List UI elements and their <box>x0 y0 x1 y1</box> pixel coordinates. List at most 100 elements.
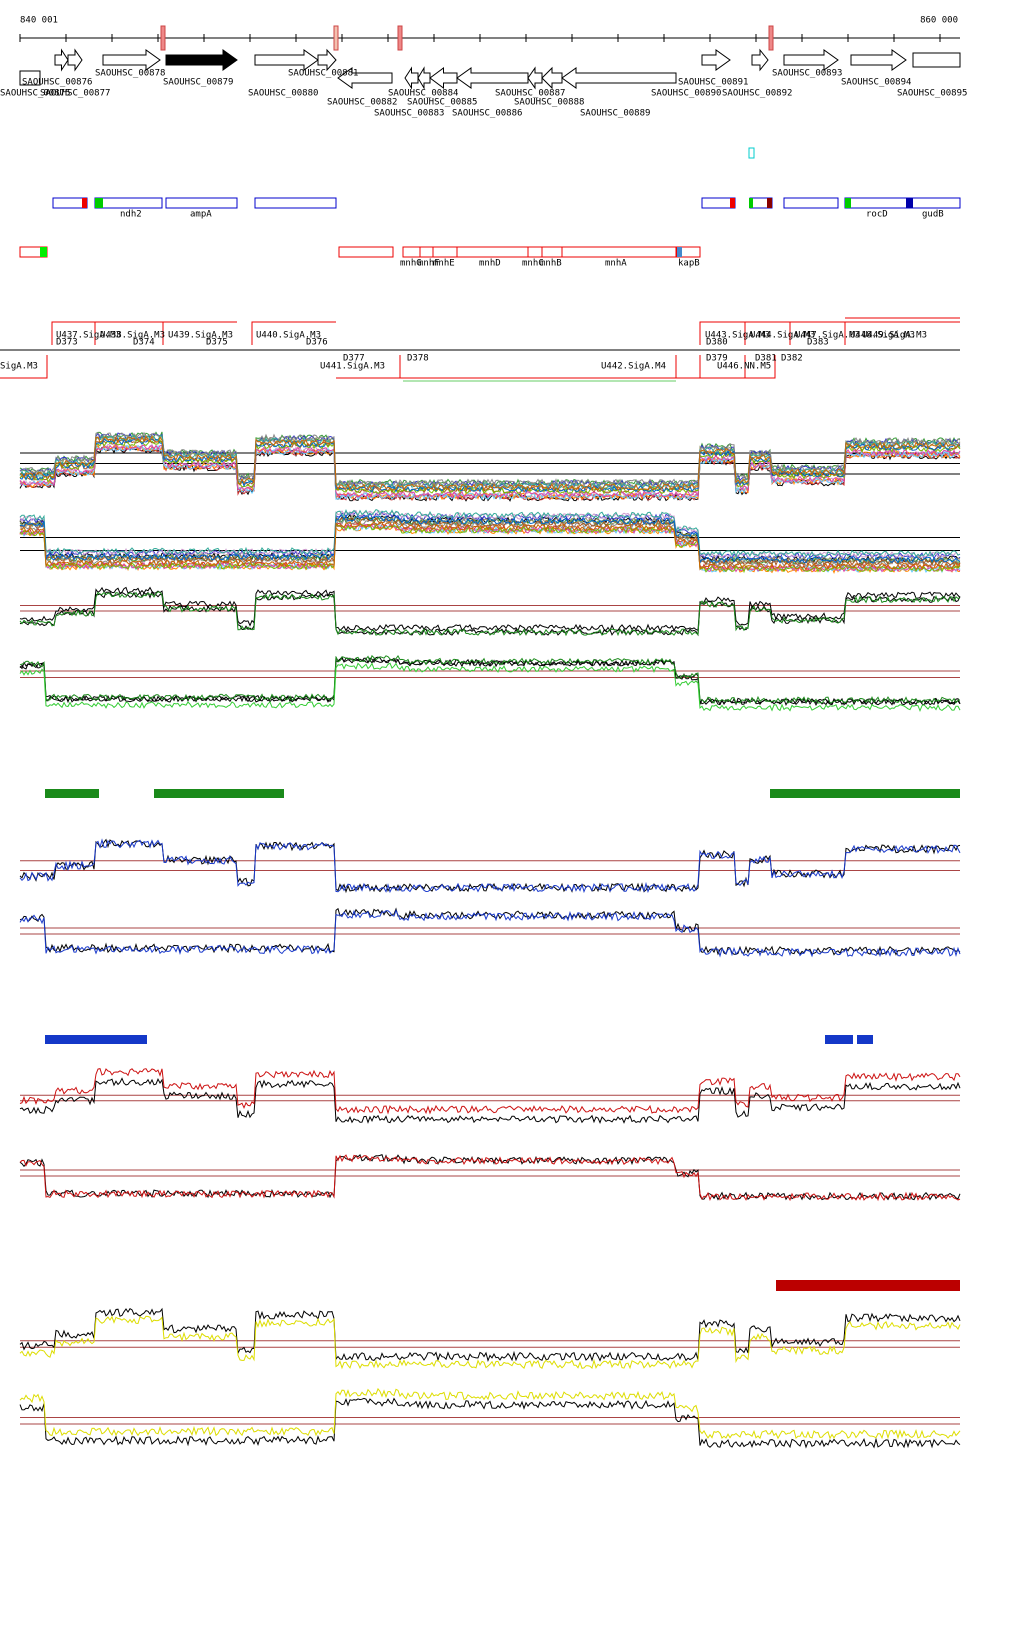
gene-arrow <box>19 70 41 86</box>
gene-arrow <box>850 49 907 71</box>
gene-label: SAOUHSC_00885 <box>407 98 477 108</box>
highlight-bar <box>776 1280 960 1291</box>
gene-arrow <box>527 66 543 90</box>
gene-name: mnhE <box>433 259 455 269</box>
annotation-mark <box>767 198 772 208</box>
expression-trace <box>19 1397 961 1449</box>
annotation-mark <box>40 247 47 257</box>
segment-label: U448.SigA.M3 <box>850 331 915 341</box>
expression-trace <box>19 654 961 704</box>
gene-name: mnhG <box>400 259 422 269</box>
gene-arrow <box>417 66 431 90</box>
expression-trace <box>19 838 961 894</box>
gene-arrow <box>404 66 419 90</box>
gene-arrow <box>751 48 769 72</box>
expression-trace <box>19 1068 961 1115</box>
gene-arrow <box>165 49 238 71</box>
gene-label: SAOUHSC_00879 <box>163 78 233 88</box>
gene-name: mnhD <box>479 259 501 269</box>
segment-bracket <box>94 321 163 345</box>
expression-trace <box>19 590 961 637</box>
annotation-mark <box>95 198 103 208</box>
gene-label: SAOUHSC_00887 <box>495 89 565 99</box>
gene-name: mnhC <box>522 259 544 269</box>
gene-arrow <box>912 52 961 68</box>
annotation-box <box>94 197 163 209</box>
gene-arrow <box>456 67 529 89</box>
gene-arrow <box>254 49 319 71</box>
annotation-mark <box>82 198 87 208</box>
segment-bracket <box>745 355 776 379</box>
expression-trace <box>19 907 961 956</box>
segment-label: U440.SigA.M3 <box>256 331 321 341</box>
gene-label: SAOUHSC_00892 <box>722 89 792 99</box>
expression-trace <box>19 586 961 633</box>
segment-bracket <box>162 321 237 345</box>
segment-label: U446.NN.M5 <box>717 362 771 372</box>
gene-label: SAOUHSC_00876 <box>22 78 92 88</box>
expression-trace <box>19 1154 961 1202</box>
annotation-box <box>52 197 88 209</box>
ruler-marker <box>768 25 774 51</box>
gene-label: SAOUHSC_00888 <box>514 98 584 108</box>
segment-bracket <box>744 321 790 345</box>
segment-bracket <box>51 321 95 345</box>
gene-label: SAOUHSC_00883 <box>374 109 444 119</box>
ruler-marker <box>333 25 339 51</box>
expression-trace <box>19 439 961 495</box>
segment-label: U437.SigA.M3 <box>56 331 121 341</box>
expression-trace <box>19 523 961 574</box>
annotation-box <box>844 197 961 209</box>
segment-label: D376 <box>306 338 328 348</box>
gene-label: SAOUHSC_00889 <box>580 109 650 119</box>
gene-label: SAOUHSC_00882 <box>327 98 397 108</box>
annotation-mark <box>677 247 682 257</box>
segment-label: D382 <box>781 354 803 364</box>
gene-arrow <box>67 48 83 72</box>
ruler-marker <box>397 25 403 51</box>
expression-trace <box>19 1315 961 1370</box>
segment-label: D373 <box>56 338 78 348</box>
expression-trace <box>19 435 961 492</box>
gene-arrow <box>701 49 731 71</box>
segment-bracket <box>789 321 845 345</box>
annotation-mark <box>906 198 913 208</box>
gene-name: kapB <box>678 259 700 269</box>
gene-name: gudB <box>922 210 944 220</box>
gene-label: SAOUHSC_00875 <box>0 89 70 99</box>
segment-label: U449.SigA.M3 <box>862 331 927 341</box>
segment-bracket <box>844 321 960 345</box>
gene-label: SAOUHSC_00878 <box>95 69 165 79</box>
gene-arrow <box>337 67 393 89</box>
expression-trace <box>19 443 961 499</box>
highlight-bar <box>45 1035 147 1044</box>
annotation-mark <box>749 198 753 208</box>
gene-label: SAOUHSC_00884 <box>388 89 458 99</box>
segment-label: U439.SigA.M3 <box>168 331 233 341</box>
segment-label: U438.SigA.M3 <box>100 331 165 341</box>
gene-label: SAOUHSC_00894 <box>841 78 911 88</box>
gene-arrow <box>561 67 677 89</box>
segment-label: D383 <box>807 338 829 348</box>
gene-arrow <box>783 49 839 71</box>
expression-trace <box>19 431 961 487</box>
annotation-mark <box>730 198 735 208</box>
expression-trace <box>19 909 961 958</box>
segment-bracket <box>699 321 745 345</box>
expression-trace <box>19 1307 961 1362</box>
expression-trace <box>19 655 961 706</box>
ruler-end: 860 000 <box>920 16 958 26</box>
segment-label: U441.SigA.M3 <box>320 362 385 372</box>
gene-arrow <box>429 67 458 89</box>
gene-name: mnhB <box>540 259 562 269</box>
highlight-bar <box>45 789 99 798</box>
marker <box>748 147 755 159</box>
annotation-box <box>254 197 337 209</box>
gene-label: SAOUHSC_00877 <box>40 89 110 99</box>
expression-trace <box>19 444 961 501</box>
annotation-box <box>338 246 394 258</box>
segment-label: D379 <box>706 354 728 364</box>
highlight-bar <box>770 789 960 798</box>
gene-arrow <box>102 49 161 71</box>
